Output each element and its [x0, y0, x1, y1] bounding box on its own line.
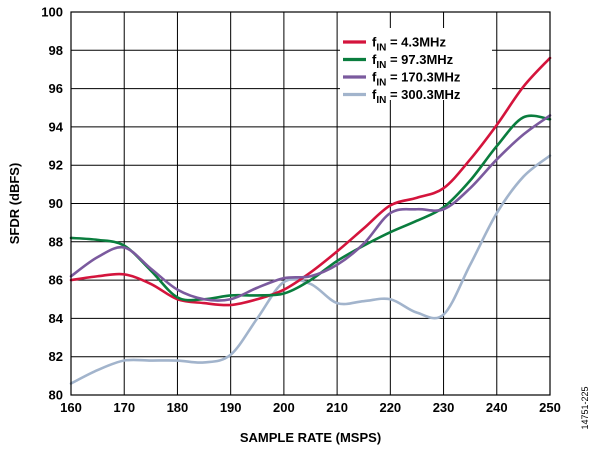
legend-label-4: fIN = 300.3MHz [372, 87, 461, 106]
x-tick-label: 220 [379, 400, 401, 415]
x-tick-label: 180 [167, 400, 189, 415]
series-line-1 [69, 56, 552, 307]
x-tick-label: 250 [539, 400, 561, 415]
legend-label-2: fIN = 97.3MHz [372, 52, 454, 71]
y-tick-label: 84 [49, 311, 64, 326]
y-tick-label: 86 [49, 273, 63, 288]
series-layer [69, 56, 552, 385]
legend-label-1: fIN = 4.3MHz [372, 35, 446, 54]
series-line-2 [69, 114, 552, 302]
x-tick-label: 200 [273, 400, 295, 415]
x-tick-label: 190 [220, 400, 242, 415]
plot-frame [70, 11, 551, 396]
y-tick-labels: 80 82 84 86 88 90 92 94 96 98 100 [41, 5, 63, 403]
y-tick-label: 96 [49, 81, 63, 96]
series-line-4 [69, 154, 552, 385]
x-axis-title: SAMPLE RATE (MSPS) [240, 430, 381, 445]
y-tick-label: 80 [49, 388, 63, 403]
y-tick-label: 90 [49, 196, 63, 211]
legend-label-3: fIN = 170.3MHz [372, 70, 461, 89]
x-tick-label: 230 [433, 400, 455, 415]
y-tick-label: 94 [49, 119, 64, 134]
y-tick-label: 92 [49, 158, 63, 173]
x-tick-labels: 160 170 180 190 200 210 220 230 240 250 [60, 400, 561, 415]
x-tick-label: 170 [113, 400, 135, 415]
y-tick-label: 88 [49, 234, 63, 249]
figure-id: 14751-225 [580, 386, 590, 429]
x-tick-label: 160 [60, 400, 82, 415]
y-tick-label: 100 [41, 5, 63, 20]
x-tick-label: 210 [326, 400, 348, 415]
y-tick-label: 82 [49, 349, 63, 364]
x-tick-label: 240 [486, 400, 508, 415]
legend-background [340, 28, 492, 100]
y-tick-label: 98 [49, 43, 63, 58]
y-axis-title: SFDR (dBFS) [7, 163, 22, 245]
series-line-3 [69, 114, 552, 302]
